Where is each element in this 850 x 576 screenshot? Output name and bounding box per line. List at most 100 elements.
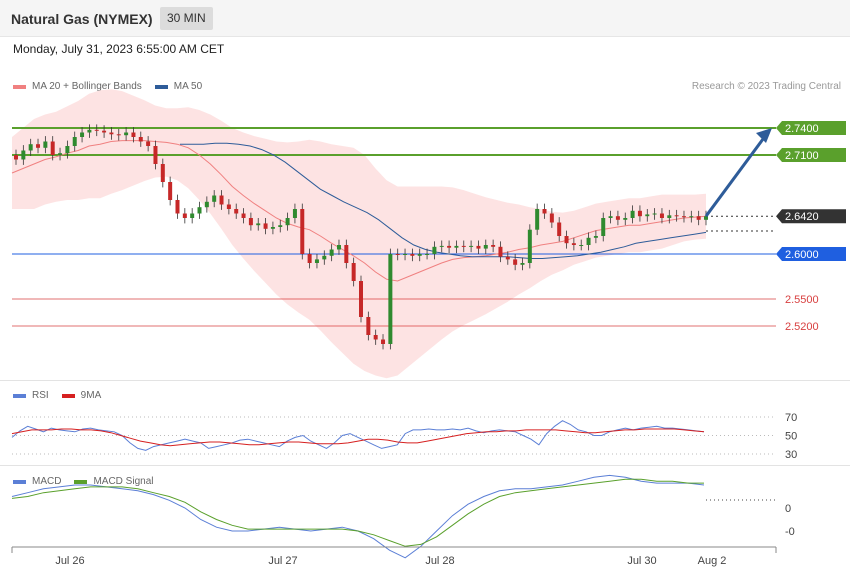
research-credit: Research © 2023 Trading Central <box>691 81 841 92</box>
rsi-series-RSI <box>11 420 705 451</box>
candle <box>579 239 584 251</box>
bollinger-band <box>12 89 706 379</box>
macd-series-MACD-Signal <box>11 478 704 547</box>
candle-body <box>623 218 628 220</box>
candle-body <box>381 339 386 344</box>
candle <box>190 208 195 224</box>
candle <box>542 203 547 219</box>
candle-body <box>571 243 576 245</box>
legend-swatch-9ma <box>61 393 75 398</box>
candle <box>109 127 114 140</box>
candle-body <box>659 213 664 218</box>
candle <box>212 190 217 208</box>
candle-body <box>593 236 598 238</box>
candle-body <box>425 254 430 255</box>
rsi-series-9MA <box>11 428 705 447</box>
candle <box>454 240 459 254</box>
timeframe-button[interactable]: 30 MIN <box>160 7 213 30</box>
candle-body <box>72 137 77 146</box>
candle-body <box>505 256 510 260</box>
candle-body <box>637 210 642 217</box>
candle <box>102 125 107 138</box>
candle <box>248 212 253 231</box>
price-level-tag-2.7100: 2.7100 <box>776 148 846 162</box>
forecast-arrow-line <box>704 134 768 218</box>
candle <box>124 127 129 141</box>
candle <box>43 136 48 154</box>
price-level-label-2.5500: 2.5500 <box>785 294 819 306</box>
candle-body <box>674 215 679 217</box>
macd-tick-neg: -0 <box>785 526 795 538</box>
candle <box>637 205 642 222</box>
candle-body <box>483 245 488 249</box>
header-bar: Natural Gas (NYMEX) 30 MIN <box>0 0 850 37</box>
rsi-legend: RSI 9MA <box>13 390 114 401</box>
x-axis-label-Jul-27: Jul 27 <box>268 555 297 567</box>
candle-body <box>579 245 584 246</box>
candle-body <box>263 223 268 229</box>
rsi-tick-50: 50 <box>785 431 797 443</box>
candle <box>241 208 246 224</box>
candle <box>593 230 598 244</box>
candle-body <box>549 213 554 223</box>
candle-body <box>116 134 121 136</box>
candle <box>645 209 650 222</box>
candle <box>168 176 173 206</box>
price-level-label-2.7400: 2.7400 <box>785 123 819 135</box>
candle-body <box>681 216 686 218</box>
candle-body <box>80 132 85 137</box>
candle <box>395 248 400 261</box>
legend-label-macd: MACD <box>32 476 62 487</box>
ma20-line <box>11 140 707 282</box>
candle <box>615 210 620 226</box>
candle-body <box>388 254 393 344</box>
candle-body <box>336 245 341 250</box>
candle-body <box>667 215 672 218</box>
candle <box>689 210 694 223</box>
candle <box>87 124 92 138</box>
candle <box>667 209 672 224</box>
price-level-tag-2.7400: 2.7400 <box>776 121 846 135</box>
candle-body <box>535 209 540 230</box>
candle <box>116 128 121 141</box>
candle-body <box>241 213 246 218</box>
candle-body <box>248 218 253 226</box>
candle-body <box>491 245 496 247</box>
candle <box>278 219 283 233</box>
candle <box>197 201 202 219</box>
candle-body <box>270 227 275 229</box>
legend-label-9ma: 9MA <box>80 390 102 401</box>
candle <box>146 136 151 152</box>
price-level-tag-bg-2.6000 <box>776 247 846 261</box>
candle <box>417 248 422 262</box>
candle-body <box>439 245 444 247</box>
candle <box>469 240 474 253</box>
candle <box>513 254 518 271</box>
candle <box>483 239 488 254</box>
price-level-label-2.6000: 2.6000 <box>785 249 819 261</box>
candle-body <box>630 210 635 218</box>
candle <box>505 251 510 265</box>
candle <box>623 212 628 226</box>
legend-label-ma50: MA 50 <box>173 81 203 92</box>
candle-body <box>432 246 437 254</box>
price-level-label-2.7100: 2.7100 <box>785 150 819 162</box>
candle <box>329 244 334 262</box>
candle <box>696 210 701 226</box>
candle-body <box>601 218 606 236</box>
candle <box>263 218 268 235</box>
candle-body <box>292 209 297 218</box>
candle <box>527 224 532 269</box>
candle <box>14 149 18 165</box>
candle <box>94 124 99 137</box>
candle-body <box>197 207 202 214</box>
candle-body <box>704 216 708 220</box>
candle <box>425 248 430 260</box>
legend-label-rsi: RSI <box>32 390 49 401</box>
price-level-label-2.6420: 2.6420 <box>785 211 819 223</box>
candle-body <box>403 254 408 255</box>
candle <box>571 237 576 251</box>
rsi-tick-70: 70 <box>785 412 797 424</box>
rsi-tick-30: 30 <box>785 449 797 461</box>
